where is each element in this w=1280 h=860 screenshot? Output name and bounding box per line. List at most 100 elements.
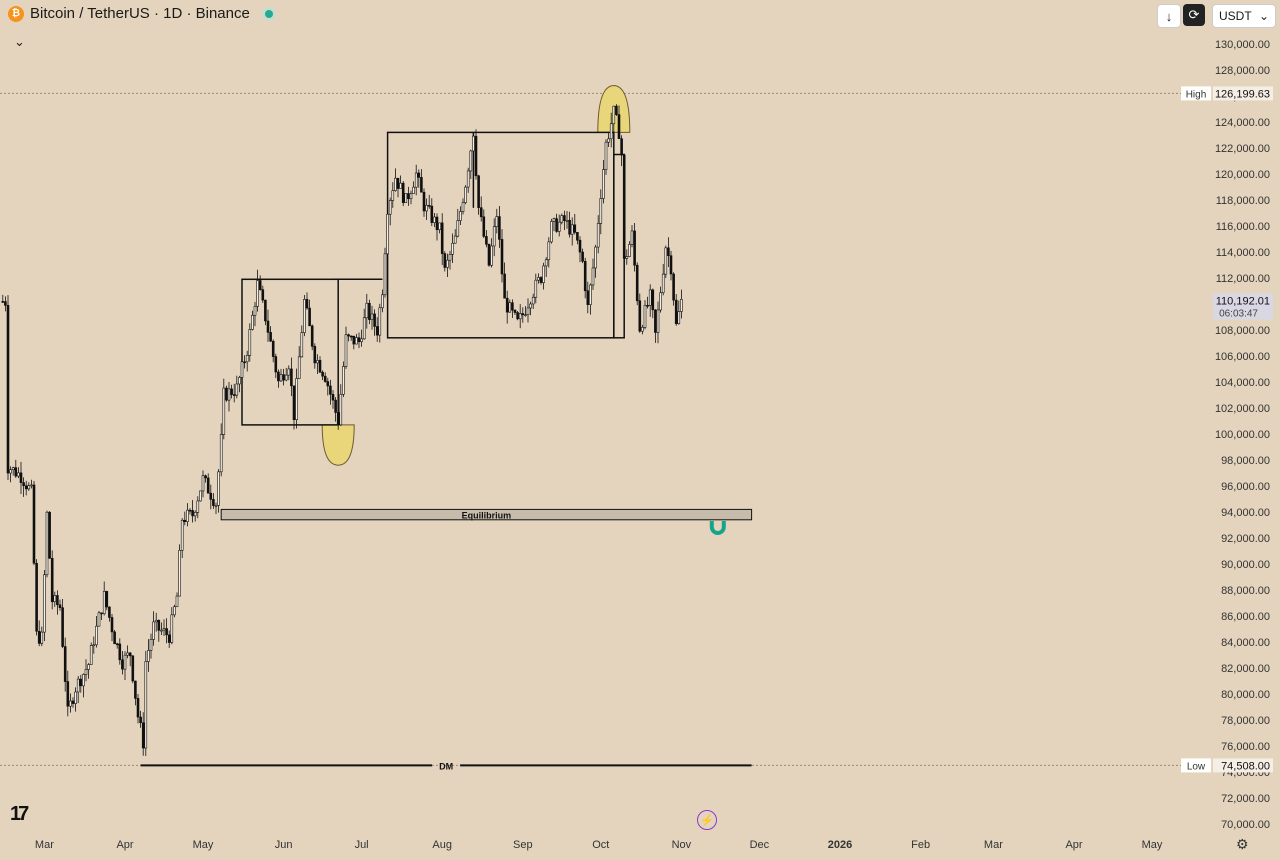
candle-body [599, 198, 603, 224]
candle-body [152, 621, 155, 640]
candle-body [282, 374, 285, 381]
candle-body [261, 289, 265, 301]
candle-body [638, 300, 642, 332]
candle-body [503, 273, 506, 299]
candle-body [531, 296, 535, 305]
candle-body [602, 169, 605, 199]
candle-body [336, 412, 340, 426]
tradingview-logo[interactable]: 17 [10, 803, 29, 825]
candle-body [19, 472, 23, 483]
candle-body [84, 669, 88, 675]
candle-body [386, 213, 389, 255]
candle-body [37, 630, 41, 644]
y-tick-label: 102,000.00 [1215, 403, 1270, 415]
candle-body [92, 644, 96, 647]
candle-body [615, 105, 618, 115]
candle-body [586, 290, 590, 305]
candle-body [230, 388, 233, 395]
candle-body [180, 519, 184, 551]
x-tick-label: Nov [672, 839, 692, 851]
candle-body [440, 222, 444, 254]
candle-body [362, 317, 366, 340]
candle-body [310, 325, 314, 347]
y-tick-label: 80,000.00 [1221, 689, 1270, 701]
badge-label-bg [1181, 758, 1211, 773]
market-open-icon [261, 6, 276, 21]
candle-body [604, 141, 608, 170]
download-button[interactable]: ↓ [1157, 4, 1181, 28]
candle-body [321, 371, 324, 377]
gear-icon[interactable]: ⚙ [1236, 836, 1249, 852]
candle-body [115, 643, 119, 646]
candle-body [48, 511, 51, 559]
candle-body [495, 216, 499, 227]
last-price-bg [1213, 293, 1273, 320]
y-tick-label: 112,000.00 [1216, 273, 1270, 285]
candle-body [534, 279, 538, 298]
candle-body [183, 519, 187, 522]
x-tick-label: 2026 [828, 839, 852, 851]
candle-body [100, 612, 103, 615]
candle-body [79, 678, 83, 687]
candle-body [360, 338, 363, 343]
candle-body [175, 595, 179, 608]
candle-body [214, 505, 218, 507]
x-tick-label: Oct [592, 839, 609, 851]
candle-body [144, 661, 148, 749]
candle-body [74, 691, 77, 704]
currency-value: USDT [1219, 9, 1252, 23]
last-price: 110,192.01 [1216, 296, 1270, 308]
candle-body [136, 698, 140, 718]
candle-body [167, 634, 171, 643]
candle-body [625, 256, 629, 259]
x-tick-label: Dec [750, 839, 770, 851]
candle-body [40, 631, 44, 644]
symbol-header[interactable]: ₿ Bitcoin / TetherUS · 1D · Binance [8, 5, 276, 22]
candle-body [490, 245, 493, 266]
bitcoin-icon: ₿ [8, 5, 24, 22]
candle-body [646, 304, 649, 307]
candle-body [50, 557, 54, 603]
candle-body [186, 509, 189, 522]
price-labels: High 126,199.63 Low 74,508.00 110,192.0106:0… [1181, 86, 1273, 773]
candle-body [300, 332, 304, 358]
candle-body [464, 186, 467, 203]
candle-body [30, 484, 33, 487]
candle-body [102, 591, 106, 615]
candle-body [578, 239, 582, 253]
y-tick-label: 128,000.00 [1215, 65, 1270, 77]
candle-body [641, 327, 644, 332]
y-tick-label: 84,000.00 [1221, 637, 1270, 649]
badge-label: Low [1187, 761, 1206, 772]
lightning-icon[interactable]: ⚡ [697, 810, 717, 830]
candle-body [524, 314, 527, 316]
magnet-icon [709, 521, 726, 535]
candle-body [661, 273, 665, 293]
symbol-title: Bitcoin / TetherUS · 1D · Binance [30, 5, 250, 22]
candle-body [430, 205, 434, 223]
candle-body [573, 224, 577, 233]
candle-body [235, 383, 239, 396]
collapse-icon[interactable]: ⌄ [14, 34, 25, 49]
candle-body [217, 471, 220, 506]
candle-body [526, 307, 530, 315]
candle-body [71, 700, 75, 704]
candle-body [570, 224, 574, 235]
candle-body [388, 200, 392, 215]
candle-body [193, 511, 197, 517]
candle-body [323, 375, 327, 382]
candle-body [521, 313, 525, 316]
candle-body [147, 650, 150, 662]
x-tick-label: Apr [116, 839, 133, 851]
candle-body [435, 216, 439, 230]
sync-button[interactable]: ⟳ [1183, 4, 1205, 26]
x-tick-label: Jul [355, 839, 369, 851]
candle-body [292, 385, 296, 420]
candle-body [56, 595, 59, 606]
candle-body [238, 377, 241, 385]
candle-body [633, 230, 636, 266]
currency-select[interactable]: USDT ⌄ [1212, 4, 1276, 28]
candle-body [446, 259, 449, 268]
candle-body [123, 654, 127, 670]
